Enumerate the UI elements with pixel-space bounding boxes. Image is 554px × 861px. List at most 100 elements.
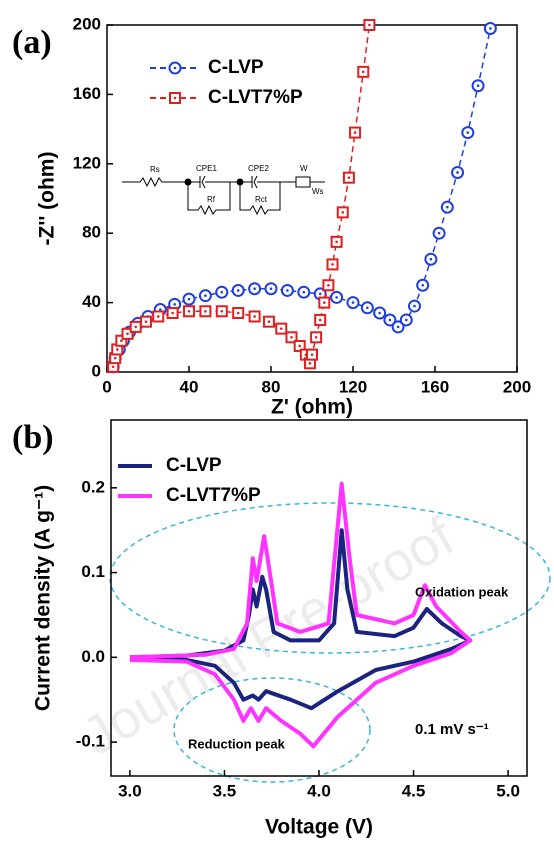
- marker-dot: [144, 320, 148, 323]
- y-axis-label: -Z'' (ohm): [36, 152, 59, 246]
- marker-dot: [413, 304, 416, 308]
- marker-dot: [113, 356, 117, 360]
- y-tick-label: -0.1: [76, 732, 105, 751]
- marker-dot: [253, 287, 256, 291]
- x-tick-label: 160: [421, 377, 449, 396]
- legend-label: C-LVT7%P: [166, 485, 261, 506]
- marker-dot: [290, 336, 293, 339]
- circuit-inset: Rs CPE1 CPE2 W Rf Rct Ws: [122, 164, 325, 216]
- y-tick-label: 80: [82, 223, 101, 242]
- annotation: Reduction peak: [188, 736, 286, 751]
- marker-dot: [429, 257, 433, 261]
- annotation: Oxidation peak: [415, 584, 509, 599]
- x-tick-label: 4.5: [402, 781, 426, 800]
- marker-dot: [159, 308, 162, 311]
- x-tick-label: 3.5: [213, 781, 237, 800]
- marker-dot: [267, 320, 271, 323]
- x-tick-label: 3.0: [118, 781, 142, 800]
- marker-dot: [341, 211, 345, 214]
- marker-dot: [220, 290, 224, 294]
- marker-dot: [126, 332, 129, 336]
- marker-dot: [120, 339, 123, 343]
- marker-dot: [310, 353, 314, 356]
- y-tick-label: 0.2: [81, 477, 105, 496]
- annotation: 0.1 mV s⁻¹: [415, 721, 489, 738]
- circuit-wires: [122, 175, 325, 216]
- marker-dot: [308, 362, 312, 365]
- marker-dot: [323, 301, 326, 304]
- x-tick-label: 120: [339, 377, 367, 396]
- marker-dot: [446, 205, 449, 209]
- x-tick-label: 5.0: [496, 781, 520, 800]
- x-tick-label: 4.0: [307, 781, 331, 800]
- y-axis-label: Current density (A g⁻¹): [32, 485, 55, 711]
- marker-dot: [173, 96, 177, 100]
- circuit-label: W: [300, 164, 308, 173]
- circuit-label: Rs: [150, 165, 160, 174]
- marker-dot: [388, 318, 392, 322]
- legend-label: C-LVP: [166, 455, 222, 476]
- plot-area: [107, 19, 497, 374]
- marker-dot: [204, 294, 207, 297]
- marker-dot: [187, 309, 191, 313]
- marker-dot: [396, 325, 400, 329]
- series-line: [129, 528, 473, 711]
- marker-dot: [171, 311, 174, 315]
- x-axis-label: Voltage (V): [265, 816, 373, 839]
- y-tick-label: 200: [73, 14, 101, 33]
- marker-dot: [204, 309, 207, 313]
- marker-dot: [421, 283, 425, 287]
- marker-dot: [111, 365, 115, 369]
- marker-dot: [351, 301, 355, 304]
- oxidation-ellipse: [109, 502, 551, 654]
- marker-dot: [331, 263, 334, 266]
- marker-dot: [279, 327, 283, 330]
- plot-frame: [106, 24, 518, 373]
- circuit-node: [184, 178, 192, 186]
- marker-dot: [335, 296, 338, 299]
- series-connector: [112, 28, 492, 367]
- marker-dot: [173, 66, 177, 70]
- x-tick-label: 80: [262, 377, 281, 396]
- series-line: [129, 481, 473, 749]
- circuit-label: CPE2: [248, 164, 269, 173]
- x-tick-label: 200: [503, 377, 531, 396]
- circuit-node: [236, 178, 244, 186]
- circuit-label: Ws: [312, 187, 324, 196]
- x-axis-label: Z' (ohm): [271, 396, 353, 419]
- marker-dot: [466, 131, 470, 134]
- marker-dot: [156, 315, 160, 318]
- marker-dot: [236, 289, 240, 292]
- marker-dot: [368, 23, 371, 27]
- marker-dot: [347, 176, 351, 179]
- marker-dot: [134, 325, 137, 329]
- marker-dot: [378, 311, 381, 315]
- x-tick-label: 40: [180, 377, 199, 396]
- plot-area: [129, 481, 473, 749]
- marker-dot: [353, 131, 357, 134]
- marker-dot: [187, 297, 191, 301]
- marker-dot: [173, 303, 176, 306]
- marker-dot: [456, 171, 459, 174]
- panel-label: (b): [12, 419, 54, 456]
- marker-dot: [318, 292, 322, 296]
- y-tick-label: 0.0: [81, 647, 105, 666]
- circuit-label: Rct: [255, 195, 268, 204]
- marker-dot: [298, 344, 302, 348]
- panel-label: (a): [12, 24, 52, 61]
- marker-dot: [115, 348, 119, 351]
- marker-dot: [437, 231, 441, 235]
- marker-dot: [269, 287, 273, 291]
- legend-label: C-LVP: [208, 57, 264, 78]
- y-tick-label: 0.1: [81, 562, 105, 581]
- marker-dot: [327, 283, 330, 287]
- reduction-ellipse: [173, 677, 371, 783]
- legend-label: C-LVT7%P: [208, 87, 303, 108]
- marker-dot: [361, 70, 365, 74]
- marker-dot: [236, 311, 240, 315]
- marker-dot: [476, 84, 480, 88]
- y-tick-label: 120: [73, 153, 101, 172]
- circuit-label: Rf: [207, 195, 216, 204]
- y-tick-label: 40: [82, 292, 101, 311]
